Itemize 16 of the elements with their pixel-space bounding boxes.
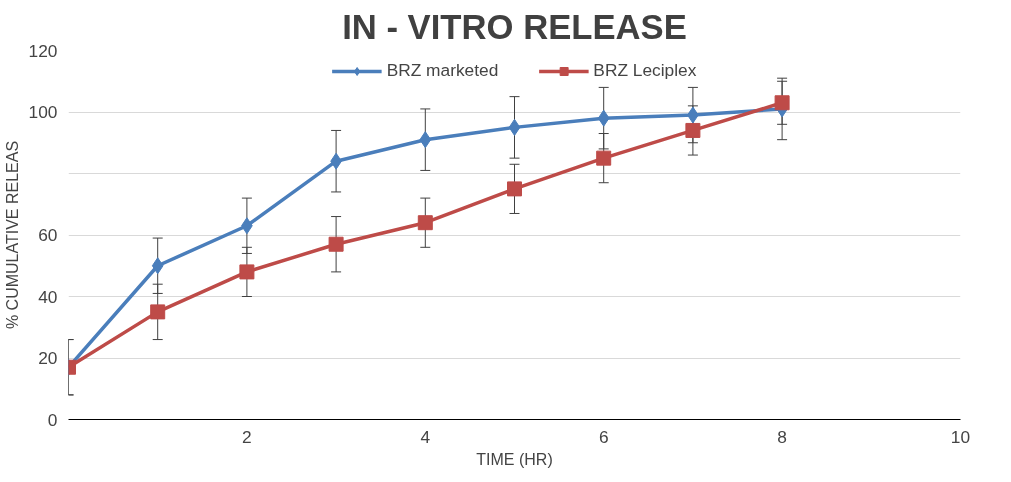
x-tick-label: 4 bbox=[420, 426, 431, 447]
x-axis-title: TIME (HR) bbox=[476, 450, 553, 468]
chart-title: IN - VITRO RELEASE bbox=[342, 7, 687, 46]
legend-label: BRZ marketed bbox=[386, 60, 499, 81]
x-tick-label: 6 bbox=[598, 426, 609, 447]
y-axis-title: % CUMULATIVE RELEAS bbox=[3, 140, 21, 330]
x-tick-label: 2 bbox=[242, 426, 252, 447]
legend-label: BRZ Leciplex bbox=[593, 60, 697, 81]
x-tick-label: 10 bbox=[950, 426, 971, 447]
y-tick-label: 0 bbox=[47, 409, 58, 430]
y-tick-label: 40 bbox=[38, 286, 58, 307]
y-tick-label: 100 bbox=[28, 102, 58, 122]
y-tick-label: 20 bbox=[38, 348, 58, 368]
x-tick-label: 8 bbox=[777, 426, 787, 447]
y-tick-label: 120 bbox=[28, 40, 58, 61]
y-tick-label: 60 bbox=[38, 225, 58, 245]
